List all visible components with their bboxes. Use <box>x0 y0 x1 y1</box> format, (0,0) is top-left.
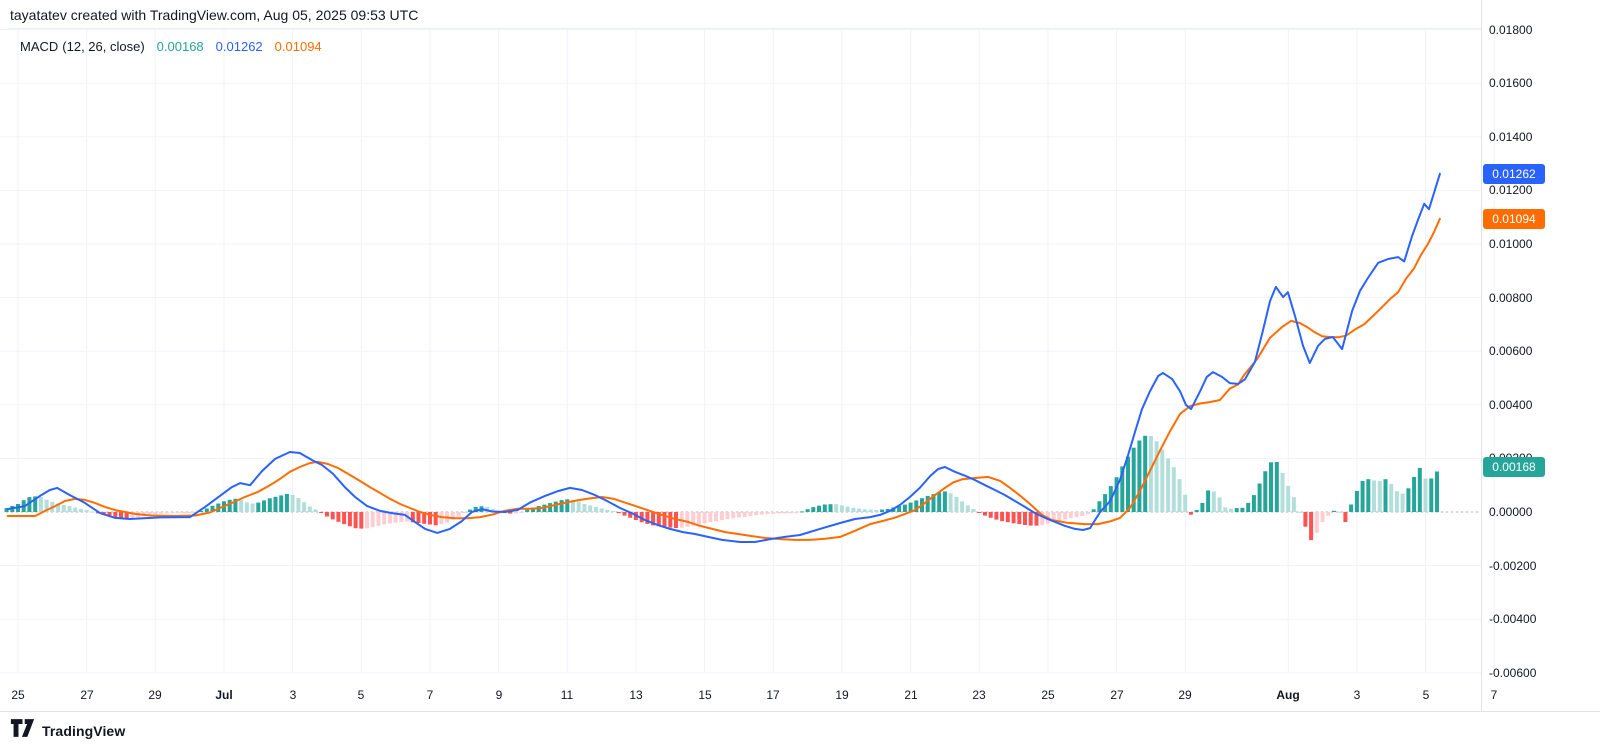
x-axis-label: 21 <box>904 688 918 702</box>
x-axis-label: 7 <box>426 688 434 702</box>
y-axis-tick: 0.00000 <box>1489 505 1533 519</box>
x-axis-label: 27 <box>80 688 94 702</box>
x-axis-label: 7 <box>1490 688 1498 702</box>
x-axis-label: 5 <box>357 688 365 702</box>
y-axis-tick: -0.00200 <box>1489 558 1537 573</box>
x-axis-label: 11 <box>560 688 574 702</box>
x-axis-label: 5 <box>1422 688 1430 702</box>
y-axis-tick: -0.00600 <box>1489 665 1537 680</box>
y-axis-tick: 0.01000 <box>1489 237 1533 251</box>
x-axis-label: 3 <box>289 688 297 702</box>
x-axis-label: 9 <box>495 688 503 702</box>
price-badge-macd: 0.01262 <box>1483 164 1545 184</box>
x-axis-label: 25 <box>11 688 25 702</box>
x-axis-label: 13 <box>629 688 643 702</box>
indicator-params: (12, 26, close) <box>62 39 145 54</box>
y-axis-tick: -0.00400 <box>1489 612 1537 627</box>
y-axis-tick: 0.01200 <box>1489 183 1533 198</box>
indicator-legend: MACD (12, 26, close) 0.00168 0.01262 0.01094 <box>20 39 330 54</box>
tradingview-logo-icon <box>10 718 35 743</box>
x-axis-label: 29 <box>148 688 162 702</box>
indicator-values: 0.00168 0.01262 0.01094 <box>149 39 326 54</box>
x-axis-label: 27 <box>1110 688 1124 702</box>
x-axis-label: 15 <box>698 688 712 702</box>
indicator-title: MACD <box>20 39 59 54</box>
y-axis-tick: 0.00400 <box>1489 397 1533 412</box>
x-axis-label: Aug <box>1276 688 1300 702</box>
x-axis-label: 3 <box>1353 688 1361 702</box>
indicator-value-histogram: 0.00168 <box>156 39 204 54</box>
x-axis-label: 25 <box>1041 688 1055 702</box>
y-axis-tick: 0.01800 <box>1489 22 1533 37</box>
histogram-series <box>4 435 1439 541</box>
y-axis-tick: 0.01400 <box>1489 129 1533 144</box>
y-axis-tick: 0.01600 <box>1489 76 1533 91</box>
x-axis-label: 29 <box>1178 688 1192 702</box>
tradingview-logo[interactable]: TradingView <box>10 718 125 743</box>
indicator-value-signal: 0.01094 <box>274 39 322 54</box>
y-axis-tick: 0.00800 <box>1489 290 1533 305</box>
grid-lines <box>0 28 1495 674</box>
pane-top-separator <box>8 28 1481 29</box>
indicator-value-macd: 0.01262 <box>215 39 263 54</box>
price-axis-separator <box>1481 0 1482 711</box>
x-axis-label: 17 <box>766 688 780 702</box>
tradingview-logo-text: TradingView <box>42 722 126 739</box>
signal-line-path <box>6 217 1441 541</box>
x-axis-label: 23 <box>972 688 986 702</box>
price-badge-signal: 0.01094 <box>1483 209 1545 229</box>
x-axis-label: 19 <box>835 688 849 702</box>
y-axis-tick: 0.00600 <box>1489 344 1533 359</box>
x-axis-label: Jul <box>215 688 233 702</box>
attribution-header: tayatatev created with TradingView.com, … <box>10 7 419 23</box>
price-badge-histogram: 0.00168 <box>1483 457 1545 477</box>
bottom-separator <box>0 711 1600 712</box>
macd-line-path <box>6 172 1441 543</box>
